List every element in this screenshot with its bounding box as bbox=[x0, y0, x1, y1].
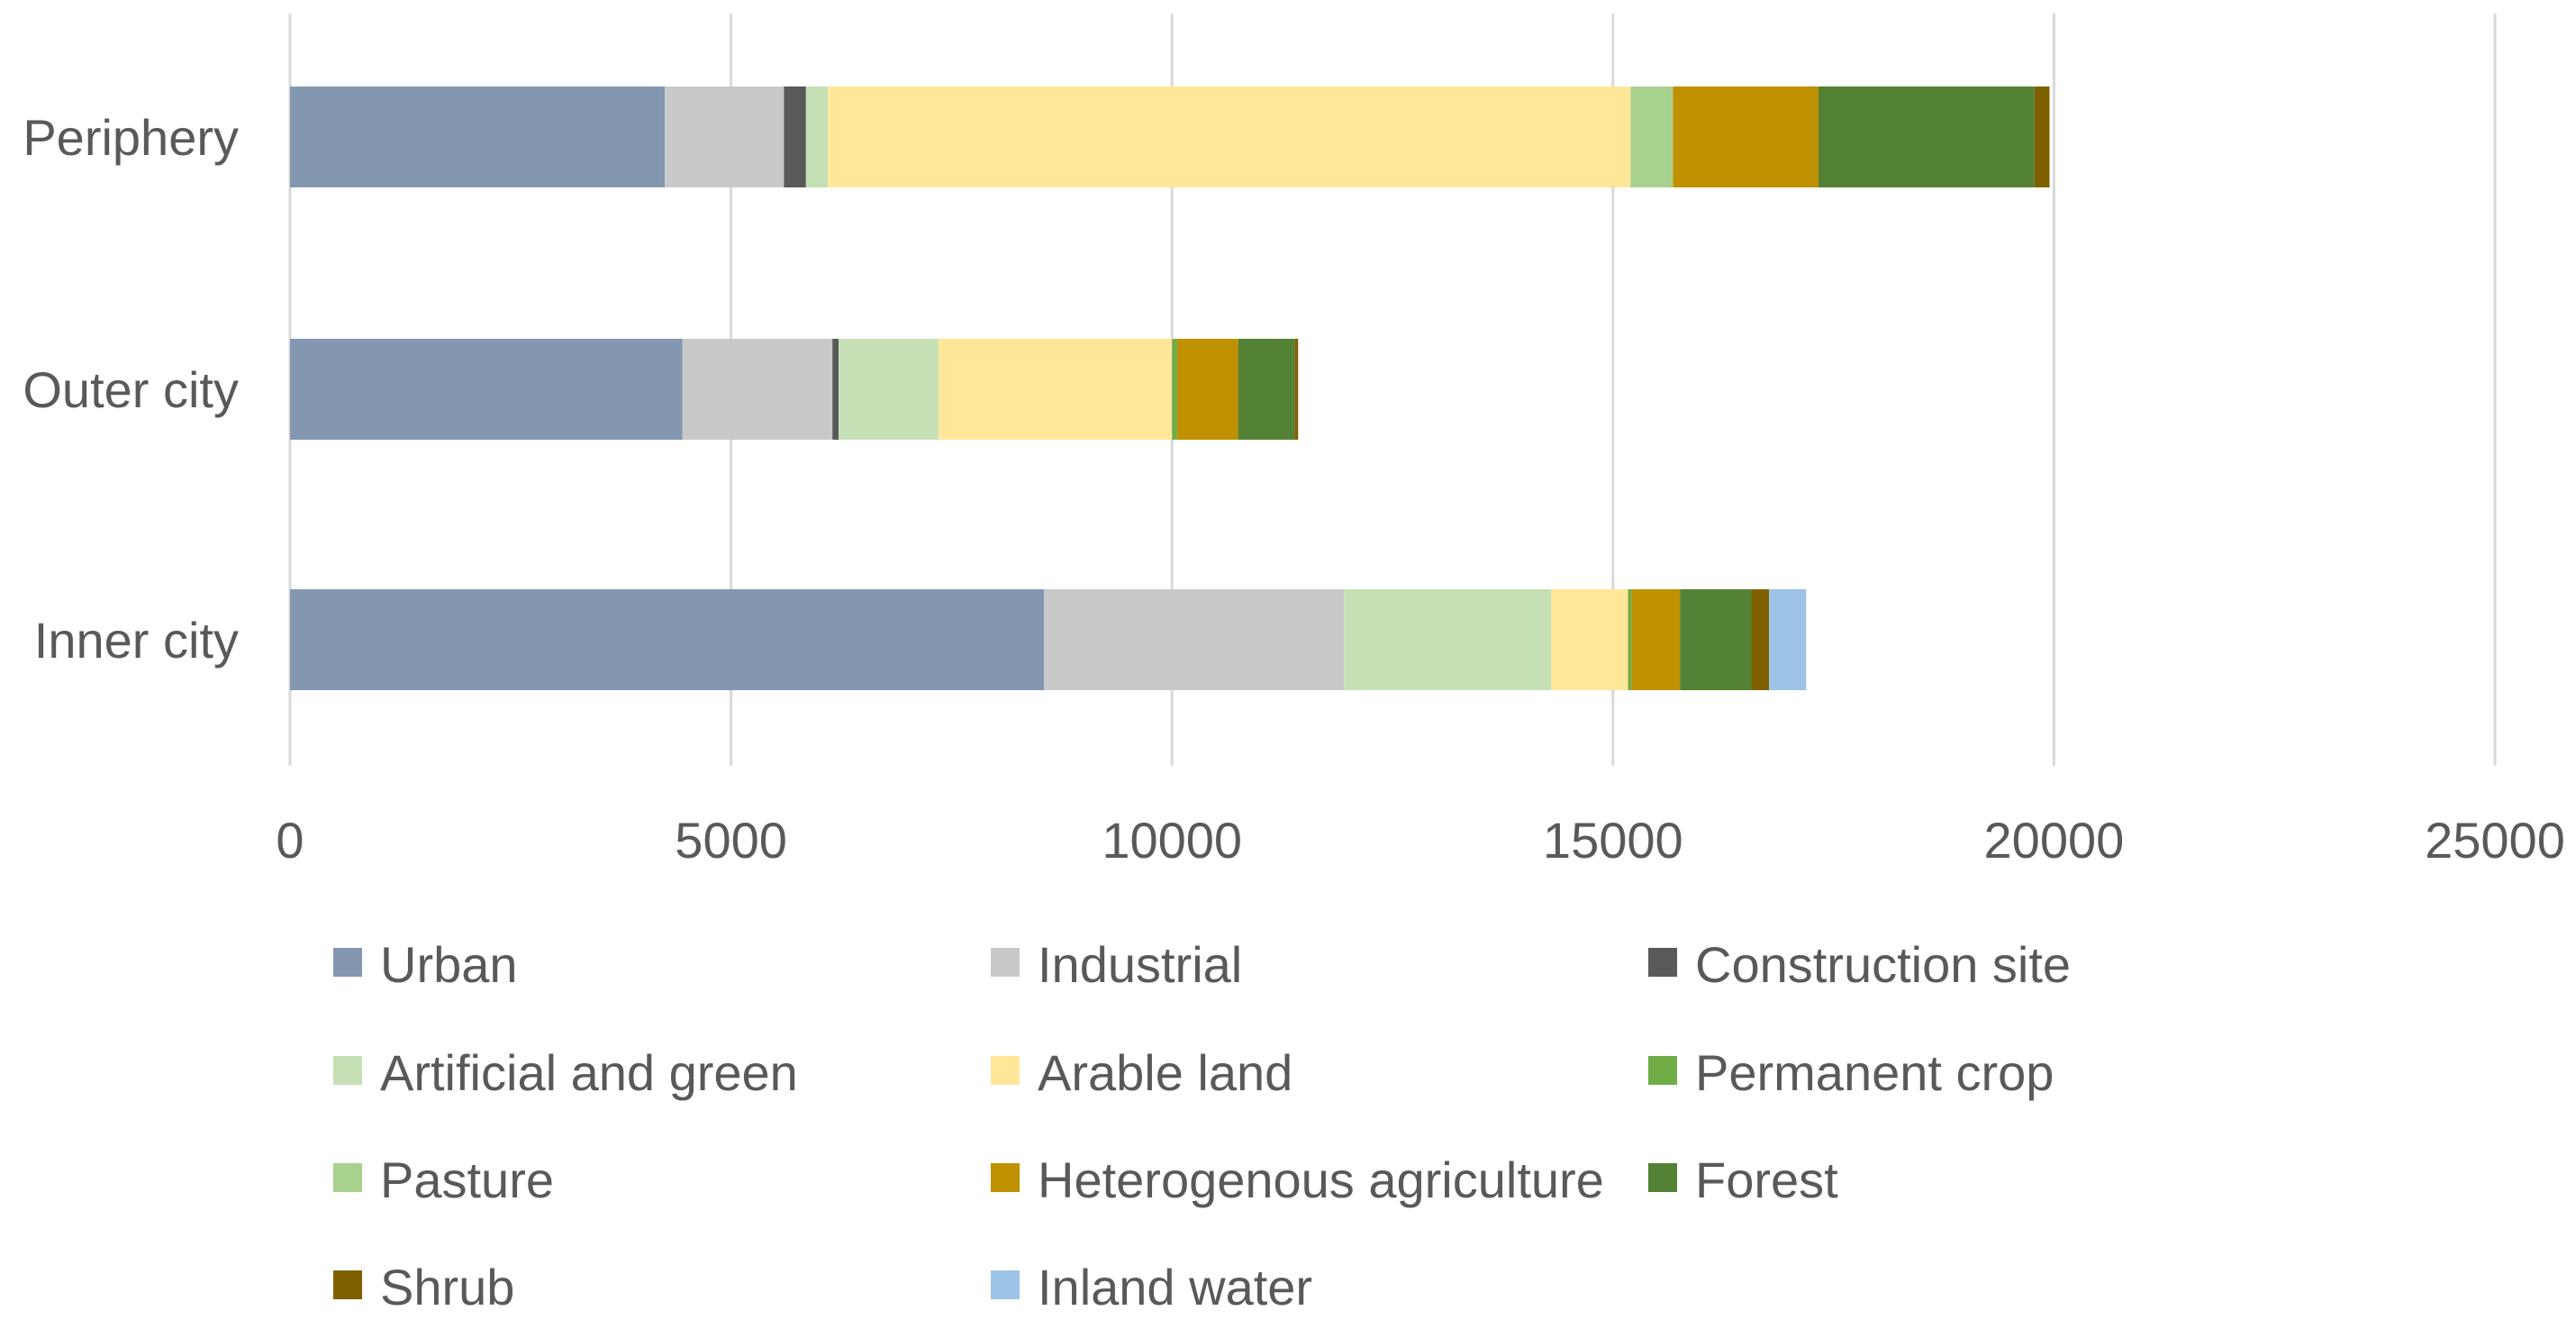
legend-label-inland-water: Inland water bbox=[1038, 1259, 1312, 1315]
legend-swatch-forest bbox=[1648, 1163, 1677, 1192]
bar-segment-periphery-construction-site bbox=[784, 86, 806, 187]
legend-swatch-permanent-crop bbox=[1648, 1056, 1677, 1085]
bar-segment-outer-city-permanent-crop bbox=[1172, 339, 1178, 440]
category-label-periphery: Periphery bbox=[23, 109, 239, 166]
bar-segment-inner-city-permanent-crop bbox=[1628, 589, 1632, 690]
legend-swatch-construction-site bbox=[1648, 948, 1677, 977]
bar-segment-inner-city-artificial-and-green bbox=[1344, 589, 1552, 690]
legend-swatch-heterogenous-agriculture bbox=[991, 1163, 1020, 1192]
legend-swatch-urban bbox=[333, 948, 362, 977]
bar-segment-periphery-forest bbox=[1818, 86, 2035, 187]
legend-label-pasture: Pasture bbox=[380, 1151, 554, 1208]
bar-segment-inner-city-forest bbox=[1680, 589, 1752, 690]
x-tick-label-5000: 5000 bbox=[675, 812, 787, 869]
bar-segment-inner-city-industrial bbox=[1044, 589, 1345, 690]
x-tick-label-25000: 25000 bbox=[2425, 812, 2565, 869]
bar-segment-periphery-urban bbox=[290, 86, 666, 187]
bar-segment-periphery-artificial-and-green bbox=[805, 86, 829, 187]
bar-segment-outer-city-forest bbox=[1238, 339, 1295, 440]
category-labels: Periphery Outer city Inner city bbox=[23, 109, 239, 669]
bar-segment-outer-city-construction-site bbox=[832, 339, 839, 440]
legend-label-permanent-crop: Permanent crop bbox=[1695, 1044, 2054, 1101]
legend-label-heterogenous-agriculture: Heterogenous agriculture bbox=[1038, 1151, 1604, 1208]
x-tick-label-20000: 20000 bbox=[1984, 812, 2125, 869]
legend-label-arable-land: Arable land bbox=[1038, 1044, 1293, 1101]
legend-label-construction-site: Construction site bbox=[1695, 936, 2071, 993]
legend-swatch-industrial bbox=[991, 948, 1020, 977]
bar-segment-inner-city-heterogenous-agriculture bbox=[1631, 589, 1681, 690]
bars bbox=[290, 86, 2050, 690]
bar-segment-periphery-heterogenous-agriculture bbox=[1673, 86, 1819, 187]
legend-swatch-artificial-and-green bbox=[333, 1056, 362, 1085]
legend: Urban Industrial Construction site Artifici… bbox=[333, 936, 2071, 1315]
bar-segment-periphery-industrial bbox=[665, 86, 785, 187]
legend-swatch-pasture bbox=[333, 1163, 362, 1192]
bar-segment-periphery-shrub bbox=[2034, 86, 2050, 187]
bar-segment-outer-city-urban bbox=[290, 339, 683, 440]
category-label-outer-city: Outer city bbox=[23, 361, 239, 418]
x-tick-label-15000: 15000 bbox=[1543, 812, 1683, 869]
bar-segment-inner-city-inland-water bbox=[1769, 589, 1807, 690]
legend-label-industrial: Industrial bbox=[1038, 936, 1242, 993]
bar-segment-periphery-pasture bbox=[1630, 86, 1673, 187]
legend-swatch-inland-water bbox=[991, 1270, 1020, 1299]
legend-swatch-shrub bbox=[333, 1270, 362, 1299]
x-tick-label-10000: 10000 bbox=[1102, 812, 1242, 869]
bar-segment-outer-city-heterogenous-agriculture bbox=[1177, 339, 1238, 440]
bar-segment-inner-city-urban bbox=[290, 589, 1045, 690]
bar-segment-periphery-arable-land bbox=[828, 86, 1631, 187]
bar-segment-outer-city-shrub bbox=[1294, 339, 1299, 440]
bar-segment-inner-city-shrub bbox=[1751, 589, 1770, 690]
bar-segment-outer-city-arable-land bbox=[938, 339, 1173, 440]
category-label-inner-city: Inner city bbox=[34, 612, 239, 669]
bar-segment-outer-city-artificial-and-green bbox=[839, 339, 939, 440]
bar-segment-outer-city-industrial bbox=[682, 339, 833, 440]
legend-swatch-arable-land bbox=[991, 1056, 1020, 1085]
legend-label-forest: Forest bbox=[1695, 1151, 1838, 1208]
legend-label-artificial-and-green: Artificial and green bbox=[380, 1044, 798, 1101]
x-tick-label-0: 0 bbox=[276, 812, 304, 869]
legend-label-shrub: Shrub bbox=[380, 1259, 514, 1315]
x-axis-tick-labels: 0 5000 10000 15000 20000 25000 bbox=[276, 812, 2564, 869]
bar-segment-inner-city-arable-land bbox=[1551, 589, 1628, 690]
legend-label-urban: Urban bbox=[380, 936, 518, 993]
